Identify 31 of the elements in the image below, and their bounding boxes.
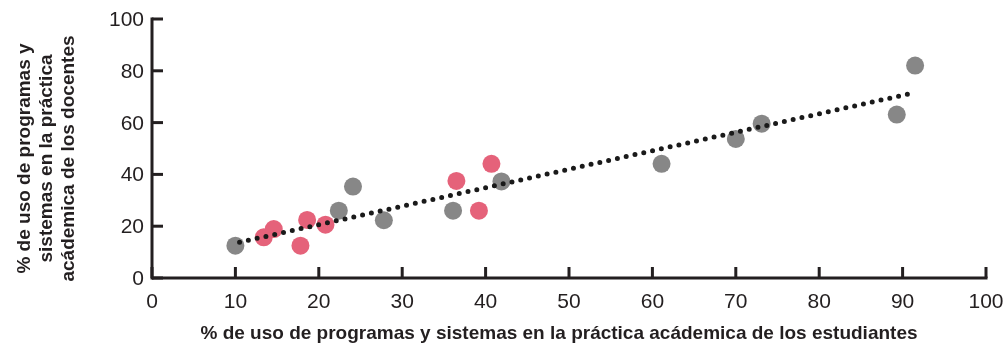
point: [887, 105, 906, 124]
point: [329, 201, 348, 220]
y-tick-label: 60: [120, 110, 144, 134]
y-tick-label: 20: [120, 214, 144, 238]
x-tick-label: 10: [223, 289, 248, 312]
point: [343, 177, 362, 196]
x-tick-label: 90: [890, 289, 915, 312]
y-tick-label: 40: [120, 162, 144, 186]
point: [469, 201, 488, 220]
x-tick-label: 30: [390, 289, 414, 312]
x-tick-label: 0: [146, 289, 158, 312]
point: [652, 154, 671, 173]
y-axis-title: % de uso de programas y sistemas en la práctica acádemica de los docentes: [13, 35, 78, 282]
point: [374, 211, 393, 230]
x-tick-label: 20: [307, 289, 331, 312]
x-tick-label: 40: [473, 289, 498, 312]
x-tick-label: 80: [807, 289, 831, 312]
x-tick-label: 60: [640, 289, 665, 312]
y-tick-label: 80: [120, 58, 144, 82]
point: [906, 56, 925, 75]
y-tick-label: 0: [132, 266, 144, 289]
x-tick-label: 100: [968, 289, 1004, 312]
point: [482, 154, 501, 173]
point: [291, 236, 310, 255]
point: [444, 201, 463, 220]
x-axis-title: % de uso de programas y sistemas en la práctica acádemica de los estudiantes: [200, 322, 918, 343]
y-tick-label: 100: [108, 7, 144, 30]
x-tick-label: 70: [724, 289, 748, 312]
point: [298, 210, 317, 229]
point: [447, 171, 466, 190]
x-tick-label: 50: [557, 289, 581, 312]
